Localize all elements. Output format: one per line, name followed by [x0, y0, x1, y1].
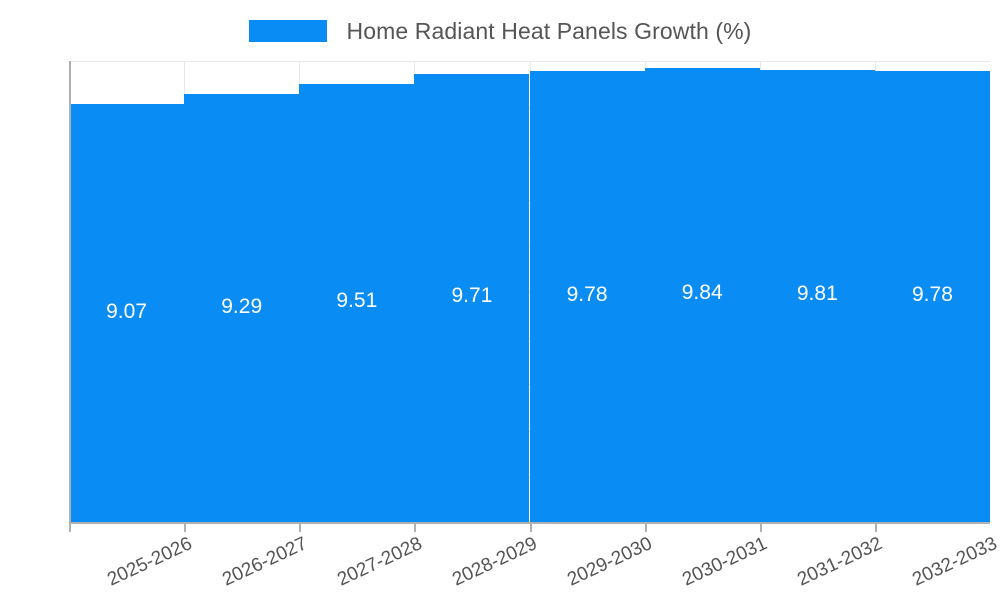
- bar-value-label: 9.51: [336, 289, 378, 313]
- x-axis-tick-mark: [414, 522, 416, 532]
- chart-legend: Home Radiant Heat Panels Growth (%): [0, 12, 1000, 50]
- x-axis-tick-label: 2025-2026: [103, 533, 196, 591]
- bar-value-label: 9.29: [221, 294, 263, 318]
- bar[interactable]: 9.84: [644, 68, 760, 523]
- x-axis-tick-mark: [69, 522, 71, 532]
- x-axis-line: [69, 522, 990, 524]
- x-axis-tick-label: 2030-2031: [679, 533, 771, 591]
- gridline-horizontal: [69, 338, 990, 340]
- x-axis-tick-mark: [760, 522, 762, 532]
- gridline-horizontal: [69, 384, 990, 386]
- bar[interactable]: 9.78: [874, 71, 990, 523]
- gridline-horizontal: [69, 476, 990, 478]
- bar-value-label: 9.71: [451, 284, 493, 308]
- bar[interactable]: 9.07: [69, 103, 185, 523]
- bar[interactable]: 9.81: [759, 69, 875, 523]
- bar[interactable]: 9.78: [529, 71, 645, 523]
- x-axis-tick-label: 2029-2030: [564, 533, 656, 591]
- gridline-horizontal: [69, 61, 990, 62]
- gridline-horizontal: [69, 292, 990, 293]
- bar[interactable]: 9.51: [299, 83, 415, 523]
- x-axis-tick-label: 2028-2029: [449, 533, 541, 591]
- x-axis-tick-label: 2032-2033: [909, 533, 1000, 591]
- gridline-horizontal: [69, 199, 990, 201]
- x-axis-tick-mark: [530, 522, 532, 532]
- gridline-horizontal: [69, 153, 990, 155]
- x-axis-tick-mark: [299, 522, 301, 532]
- bar[interactable]: 9.71: [414, 74, 530, 523]
- chart-title: Home Radiant Heat Panels Growth (%): [346, 17, 752, 44]
- x-axis-tick-mark: [184, 522, 186, 532]
- series-color-swatch: [248, 20, 327, 42]
- x-axis-tick-mark: [645, 522, 647, 532]
- bar-value-label: 9.81: [796, 281, 838, 305]
- bar-value-label: 9.78: [566, 282, 608, 306]
- y-axis-line: [69, 61, 71, 524]
- gridline-horizontal: [69, 430, 990, 432]
- bar-value-label: 9.78: [912, 282, 953, 306]
- bar-value-label: 9.84: [681, 281, 723, 305]
- x-axis-tick-mark: [875, 522, 877, 532]
- gridline-horizontal: [69, 245, 990, 247]
- bar[interactable]: 9.29: [184, 93, 300, 523]
- plot-area: 9.07 9.29 9.51 9.71 9.78 9.84 9.81 9.78: [69, 61, 990, 524]
- x-axis-tick-label: 2027-2028: [334, 533, 426, 591]
- gridline-horizontal: [69, 107, 990, 109]
- x-axis-tick-label: 2026-2027: [218, 533, 311, 591]
- x-axis-tick-label: 2031-2032: [794, 533, 886, 591]
- y-axis-tick-labels: 012345678910: [0, 0, 58, 600]
- bar-value-label: 9.07: [106, 299, 147, 323]
